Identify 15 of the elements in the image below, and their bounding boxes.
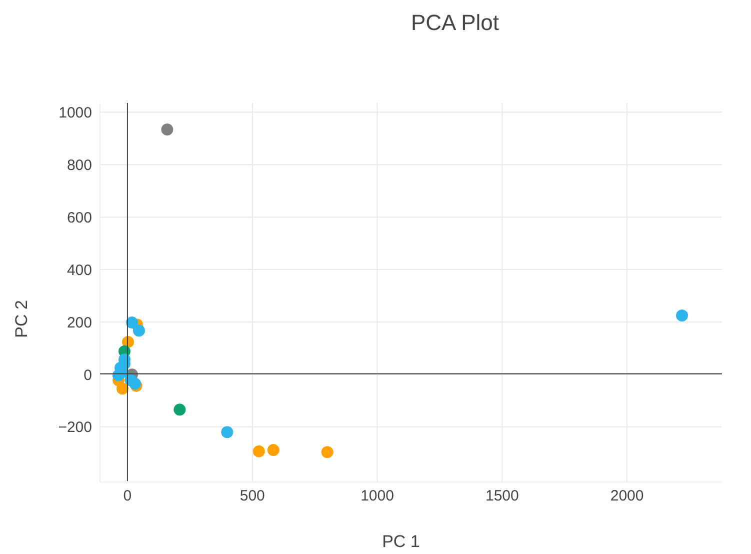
x-tick-label: 500 <box>240 488 265 505</box>
y-tick-label: 200 <box>66 314 92 332</box>
y-tick-label: 400 <box>66 262 92 279</box>
x-tick-label: 2000 <box>610 488 644 505</box>
y-tick-label: 0 <box>84 366 92 384</box>
x-axis-title: PC 1 <box>381 532 421 552</box>
y-tick-label: 800 <box>66 156 92 174</box>
y-tick-label: 600 <box>66 209 92 226</box>
y-axis-title: PC 2 <box>12 300 32 338</box>
chart-title: PCA Plot <box>410 10 500 36</box>
y-tick-label: −200 <box>58 419 92 436</box>
x-tick-label: 1500 <box>485 488 519 505</box>
y-tick-label: 1000 <box>58 104 92 122</box>
x-tick-label: 0 <box>123 488 132 505</box>
x-tick-label: 1000 <box>360 488 394 505</box>
